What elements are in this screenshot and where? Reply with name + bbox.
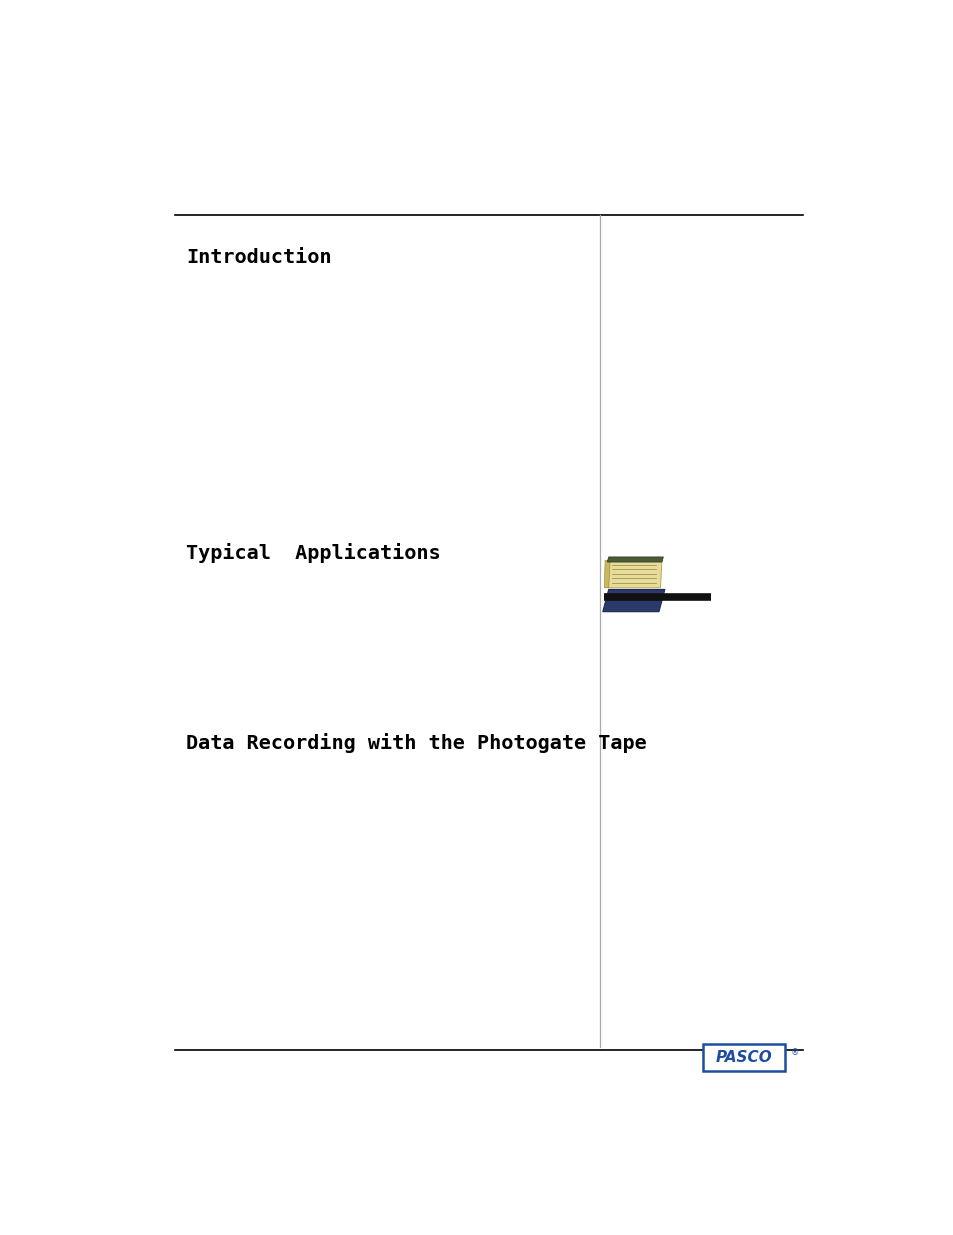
Text: Data Recording with the Photogate Tape: Data Recording with the Photogate Tape <box>186 734 646 753</box>
Text: Typical  Applications: Typical Applications <box>186 543 440 563</box>
Polygon shape <box>602 589 664 611</box>
Text: ®: ® <box>790 1049 798 1057</box>
Text: Introduction: Introduction <box>186 248 331 267</box>
Polygon shape <box>606 561 661 588</box>
Polygon shape <box>606 557 662 562</box>
Text: PASCO: PASCO <box>715 1050 772 1065</box>
FancyBboxPatch shape <box>702 1044 783 1071</box>
Polygon shape <box>603 561 610 588</box>
